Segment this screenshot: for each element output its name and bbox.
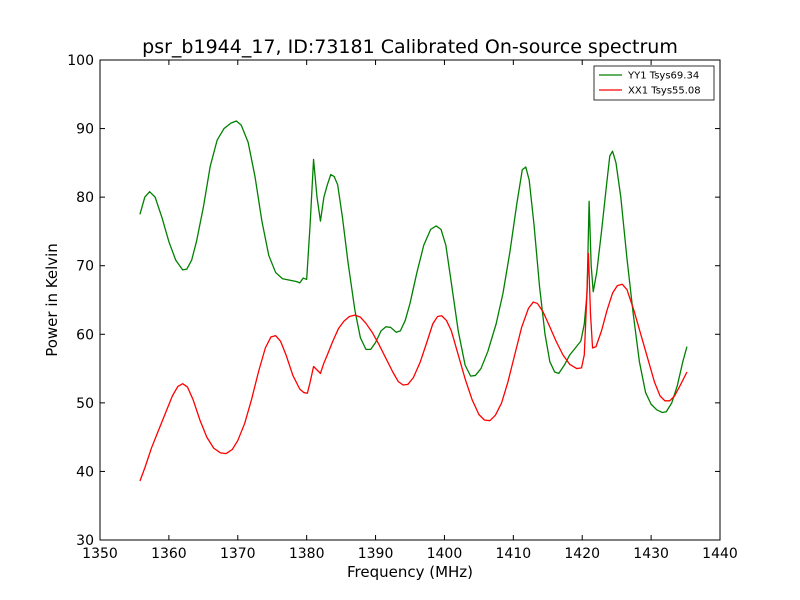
series-line-yy1 <box>139 120 688 414</box>
series-line-xx1 <box>139 252 688 482</box>
legend: YY1 Tsys69.34 XX1 Tsys55.08 <box>593 65 715 101</box>
x-tick-label: 1390 <box>358 546 394 562</box>
x-tick-label: 1440 <box>702 546 738 562</box>
chart-title: psr_b1944_17, ID:73181 Calibrated On-sou… <box>142 36 678 58</box>
tick-layer: 1350 1360 1370 1380 1390 1400 1410 1420 1430 1440… <box>67 53 738 562</box>
plot-frame <box>99 59 721 541</box>
y-tick-label: 30 <box>76 533 94 549</box>
y-tick-label: 90 <box>76 122 94 138</box>
y-tick-label: 70 <box>76 259 94 275</box>
y-tick-label: 40 <box>76 464 94 480</box>
x-axis-title: Frequency (MHz) <box>347 563 473 581</box>
x-tick-label: 1380 <box>289 546 325 562</box>
y-tick-label: 50 <box>76 396 94 412</box>
legend-box <box>593 65 715 101</box>
y-axis-title: Power in Kelvin <box>43 243 61 357</box>
x-tick-label: 1430 <box>633 546 669 562</box>
legend-label-yy1: YY1 Tsys69.34 <box>627 71 699 82</box>
y-tick-label: 100 <box>67 53 94 69</box>
legend-label-xx1: XX1 Tsys55.08 <box>628 86 701 97</box>
x-tick-label: 1410 <box>496 546 532 562</box>
x-tick-label: 1370 <box>220 546 256 562</box>
y-tick-label: 60 <box>76 327 94 343</box>
y-tick-label: 80 <box>76 190 94 206</box>
x-tick-label: 1350 <box>82 546 118 562</box>
x-tick-label: 1400 <box>427 546 463 562</box>
x-tick-label: 1420 <box>564 546 600 562</box>
x-tick-label: 1360 <box>151 546 187 562</box>
series-layer <box>139 120 688 482</box>
